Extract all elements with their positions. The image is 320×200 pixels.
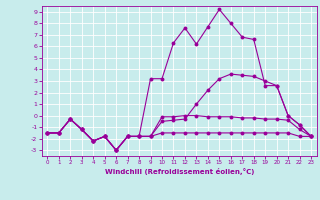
X-axis label: Windchill (Refroidissement éolien,°C): Windchill (Refroidissement éolien,°C) bbox=[105, 168, 254, 175]
